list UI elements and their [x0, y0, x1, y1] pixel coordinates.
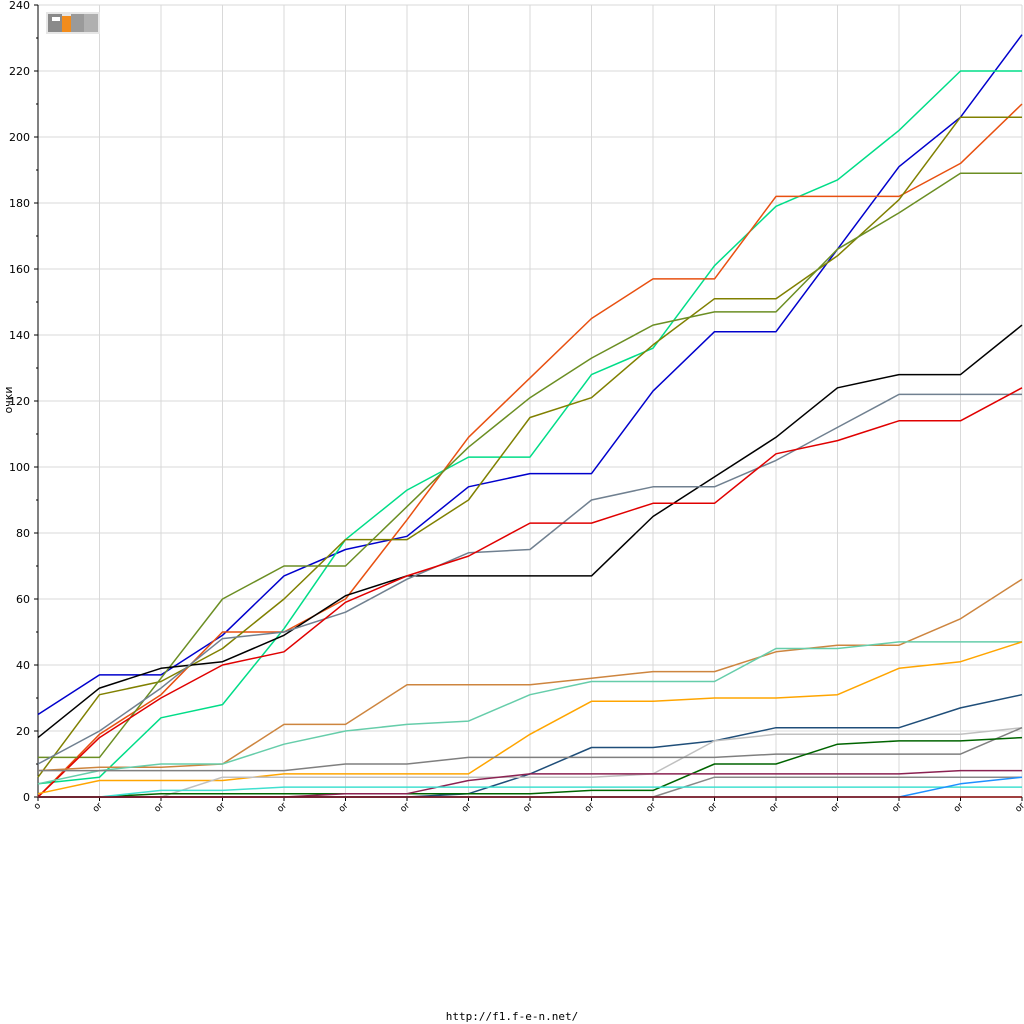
x-tick-label: or	[768, 801, 782, 815]
y-tick-label: 80	[16, 527, 30, 540]
y-tick-label: 160	[9, 263, 30, 276]
x-tick-label: o	[32, 801, 43, 812]
x-tick-label: or	[91, 801, 105, 815]
axes	[34, 4, 1023, 801]
series-line-1	[37, 34, 1023, 716]
series-line-18	[38, 786, 1022, 798]
y-tick-label: 20	[16, 725, 30, 738]
y-tick-label: 60	[16, 593, 30, 606]
series-lines	[37, 34, 1023, 798]
y-tick-label: 40	[16, 659, 30, 672]
x-tick-label: or	[399, 801, 413, 815]
series-line-15	[38, 727, 1023, 772]
x-tick-label: or	[645, 801, 659, 815]
series-line-11	[37, 641, 1023, 795]
x-tick-label: or	[891, 801, 905, 815]
x-tick-label: or	[276, 801, 290, 815]
series-line-2	[37, 70, 1022, 785]
series-line-8	[37, 387, 1023, 798]
y-tick-label: 180	[9, 197, 30, 210]
y-tick-label: 100	[9, 461, 30, 474]
y-tick-label: 120	[9, 395, 30, 408]
x-tick-label: or	[952, 801, 966, 815]
y-tick-label: 240	[9, 0, 30, 12]
y-tick-labels: 0 20 40 60 80 100 120 140 160 180 200 220 240	[9, 0, 30, 804]
x-tick-label: or	[337, 801, 351, 815]
series-line-7	[37, 393, 1022, 765]
series-line-14	[38, 726, 1023, 798]
y-tick-label: 220	[9, 65, 30, 78]
series-line-9	[37, 578, 1023, 772]
x-tick-label: or	[829, 801, 843, 815]
x-tick-labels: o or or or or or or or or or or or or or or or or	[32, 801, 1024, 815]
series-line-3	[37, 103, 1023, 798]
y-axis-label: очки	[2, 386, 15, 413]
y-tick-label: 0	[23, 791, 30, 804]
series-line-16	[38, 736, 1023, 798]
x-tick-label: or	[583, 801, 597, 815]
f1en-logo	[46, 10, 100, 36]
series-line-10	[37, 641, 1022, 785]
y-tick-label: 200	[9, 131, 30, 144]
series-line-5	[38, 172, 1022, 759]
x-tick-label: or	[706, 801, 720, 815]
y-tick-label: 140	[9, 329, 30, 342]
x-tick-label: or	[1014, 801, 1024, 815]
x-tick-label: or	[460, 801, 474, 815]
x-tick-label: or	[522, 801, 536, 815]
series-line-6	[37, 324, 1023, 739]
x-tick-label: or	[214, 801, 228, 815]
footer-url[interactable]: http://f1.f-e-n.net/	[445, 1010, 579, 1023]
x-tick-label: or	[153, 801, 167, 815]
